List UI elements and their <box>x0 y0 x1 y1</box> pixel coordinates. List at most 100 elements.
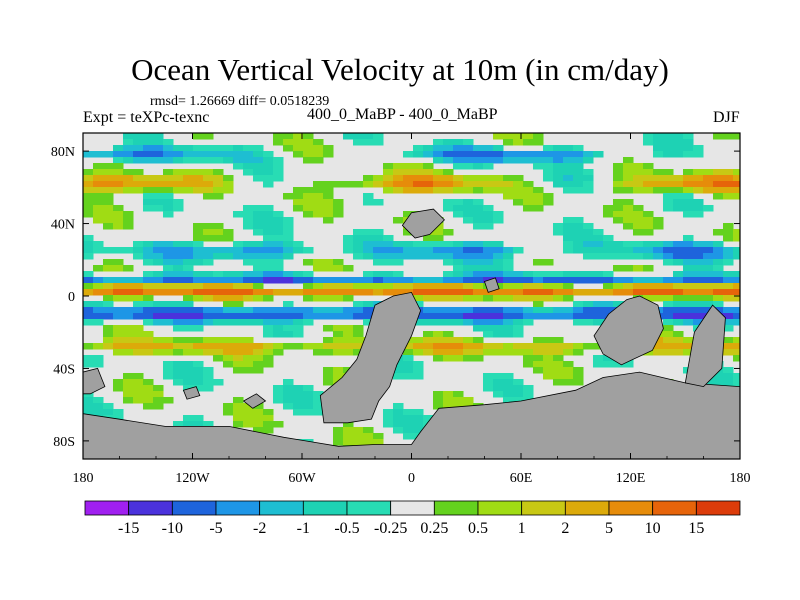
field-cell <box>643 229 654 236</box>
field-cell <box>473 223 484 230</box>
field-cell <box>443 331 454 338</box>
field-cell <box>363 307 374 314</box>
field-cell <box>513 139 524 146</box>
field-cell <box>173 301 184 308</box>
field-cell <box>143 397 154 404</box>
colorbar-label: -0.5 <box>334 520 359 537</box>
field-cell <box>543 349 554 356</box>
field-cell <box>353 133 364 140</box>
field-cell <box>233 271 244 278</box>
field-cell <box>433 355 444 362</box>
field-cell <box>453 289 464 296</box>
field-cell <box>163 313 174 320</box>
field-cell <box>413 373 424 380</box>
field-cell <box>643 289 654 296</box>
field-cell <box>83 409 94 416</box>
field-cell <box>583 277 594 284</box>
field-cell <box>453 283 464 290</box>
field-cell <box>513 283 524 290</box>
field-cell <box>493 211 504 218</box>
field-cell <box>143 205 154 212</box>
field-cell <box>463 175 474 182</box>
field-cell <box>573 277 584 284</box>
field-cell <box>413 163 424 170</box>
field-cell <box>273 271 284 278</box>
field-cell <box>563 349 574 356</box>
field-cell <box>303 295 314 302</box>
field-cell <box>503 379 514 386</box>
field-cell <box>293 403 304 410</box>
field-cell <box>413 349 424 356</box>
field-cell <box>293 385 304 392</box>
field-cell <box>103 217 114 224</box>
field-cell <box>193 175 204 182</box>
field-cell <box>123 337 134 344</box>
field-cell <box>183 415 194 422</box>
field-cell <box>513 133 524 140</box>
field-cell <box>263 253 274 260</box>
field-cell <box>393 289 404 296</box>
field-cell <box>283 133 294 140</box>
field-cell <box>273 307 284 314</box>
field-cell <box>373 139 384 146</box>
field-cell <box>263 295 274 302</box>
field-cell <box>733 277 740 284</box>
field-cell <box>693 181 704 188</box>
field-cell <box>693 211 704 218</box>
field-cell <box>693 205 704 212</box>
field-cell <box>263 235 274 242</box>
field-cell <box>683 151 694 158</box>
field-cell <box>523 307 534 314</box>
field-cell <box>503 151 514 158</box>
field-cell <box>113 385 124 392</box>
field-cell <box>673 187 684 194</box>
field-cell <box>713 247 724 254</box>
field-cell <box>453 397 464 404</box>
field-cell <box>513 175 524 182</box>
field-cell <box>543 199 554 206</box>
field-cell <box>563 343 574 350</box>
field-cell <box>533 289 544 296</box>
field-cell <box>553 151 564 158</box>
field-cell <box>323 211 334 218</box>
field-cell <box>233 301 244 308</box>
field-cell <box>383 421 394 428</box>
field-cell <box>483 325 494 332</box>
field-cell <box>183 307 194 314</box>
field-cell <box>243 415 254 422</box>
field-cell <box>273 259 284 266</box>
field-cell <box>453 199 464 206</box>
field-cell <box>273 253 284 260</box>
field-cell <box>663 247 674 254</box>
field-cell <box>143 343 154 350</box>
field-cell <box>433 289 444 296</box>
field-cell <box>693 271 704 278</box>
field-cell <box>413 151 424 158</box>
field-cell <box>193 253 204 260</box>
x-tick-label: 180 <box>730 471 751 486</box>
field-cell <box>163 373 174 380</box>
field-cell <box>253 367 264 374</box>
field-cell <box>163 253 174 260</box>
field-cell <box>263 421 274 428</box>
field-cell <box>533 361 544 368</box>
field-cell <box>463 277 474 284</box>
field-cell <box>603 253 614 260</box>
field-cell <box>413 187 424 194</box>
field-cell <box>623 253 634 260</box>
field-cell <box>493 271 504 278</box>
field-cell <box>173 247 184 254</box>
field-cell <box>623 175 634 182</box>
field-cell <box>163 145 174 152</box>
field-cell <box>253 151 264 158</box>
field-cell <box>603 307 614 314</box>
field-cell <box>143 349 154 356</box>
field-cell <box>573 307 584 314</box>
x-tick-label: 60W <box>288 471 316 486</box>
field-cell <box>733 193 740 200</box>
field-cell <box>323 277 334 284</box>
field-cell <box>623 223 634 230</box>
field-cell <box>673 337 684 344</box>
field-cell <box>473 337 484 344</box>
field-cell <box>733 373 740 380</box>
